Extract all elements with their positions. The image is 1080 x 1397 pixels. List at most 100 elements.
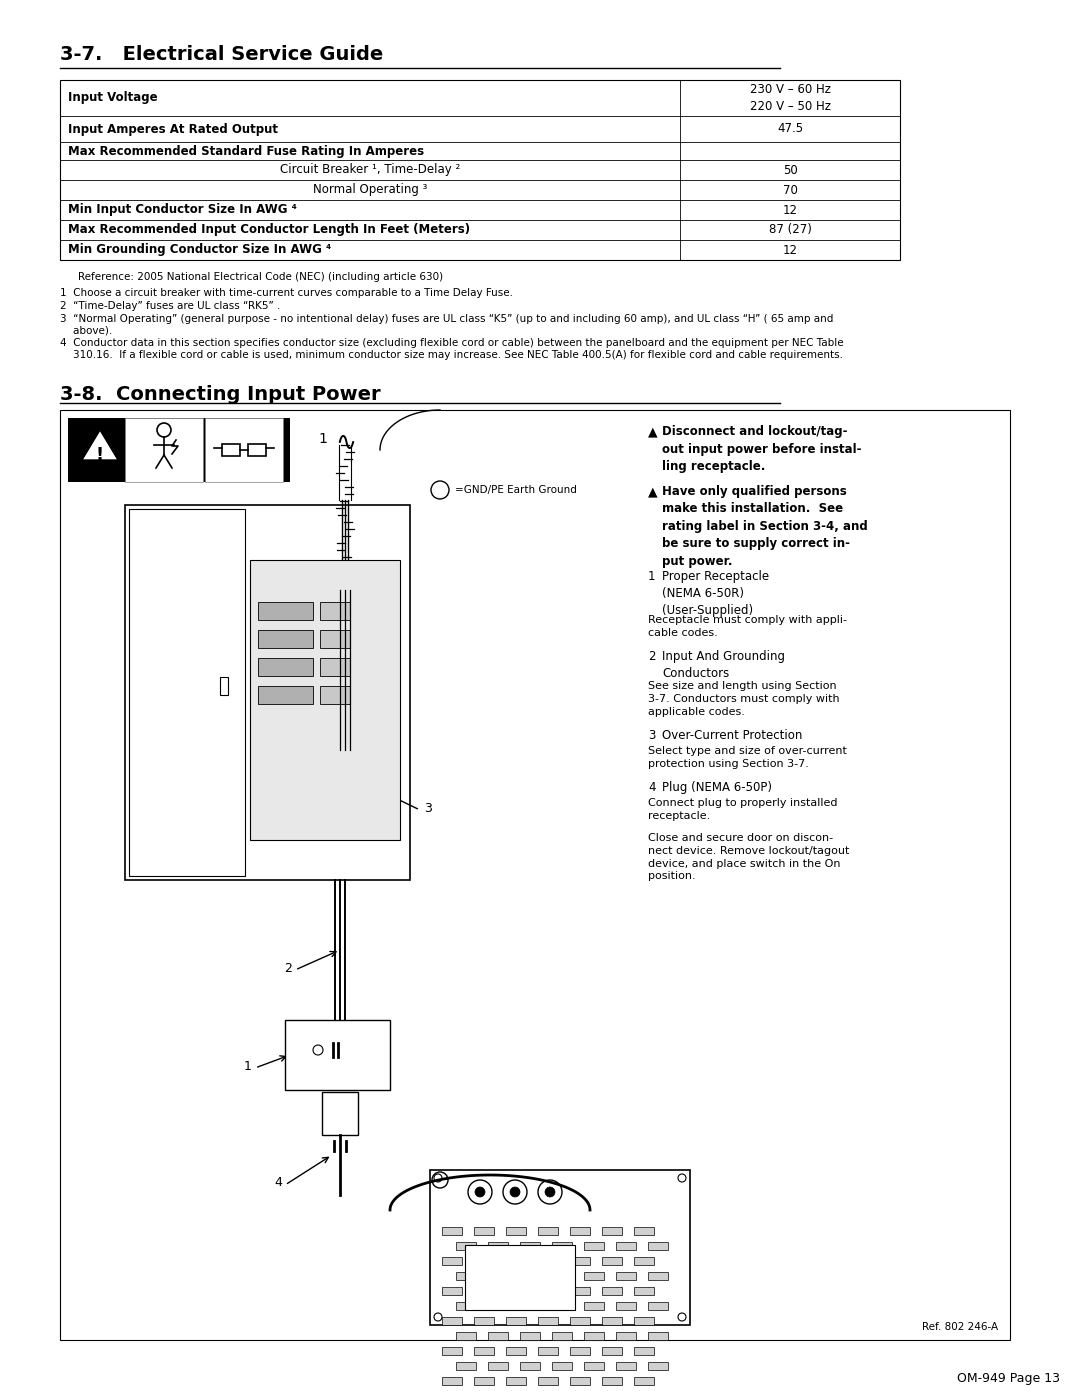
Bar [570, 1347, 590, 1355]
Text: 2: 2 [648, 650, 656, 664]
Text: Max Recommended Standard Fuse Rating In Amperes: Max Recommended Standard Fuse Rating In … [68, 144, 424, 158]
Text: 1: 1 [244, 1059, 252, 1073]
Text: 70: 70 [783, 183, 797, 197]
Bar [258, 602, 313, 620]
Bar [602, 1227, 622, 1235]
Bar [248, 444, 266, 455]
Text: 47.5: 47.5 [777, 123, 804, 136]
Bar [125, 504, 410, 880]
Text: Plug (NEMA 6-50P): Plug (NEMA 6-50P) [662, 781, 772, 793]
Bar [602, 1257, 622, 1266]
Bar [538, 1257, 558, 1266]
Bar [634, 1227, 654, 1235]
Text: 3-7.   Electrical Service Guide: 3-7. Electrical Service Guide [60, 45, 383, 64]
Circle shape [475, 1187, 485, 1197]
Circle shape [510, 1187, 519, 1197]
Bar [552, 1302, 572, 1310]
Bar [507, 1377, 526, 1384]
Bar [519, 1362, 540, 1370]
Text: 50: 50 [783, 163, 797, 176]
Text: 1: 1 [318, 432, 327, 446]
Bar [538, 1287, 558, 1295]
Bar [258, 658, 313, 676]
Bar [474, 1377, 494, 1384]
Bar [538, 1347, 558, 1355]
Bar [474, 1287, 494, 1295]
Bar [570, 1227, 590, 1235]
Bar [616, 1302, 636, 1310]
Text: 4: 4 [274, 1176, 282, 1189]
Bar [602, 1377, 622, 1384]
Text: 3: 3 [424, 802, 432, 814]
Bar [519, 1273, 540, 1280]
Bar [456, 1273, 476, 1280]
Bar [205, 418, 283, 482]
Bar [442, 1317, 462, 1324]
Bar [249, 560, 400, 840]
Text: Select type and size of over-current
protection using Section 3-7.: Select type and size of over-current pro… [648, 746, 847, 768]
Text: 2  “Time-Delay” fuses are UL class “RK5” .: 2 “Time-Delay” fuses are UL class “RK5” … [60, 300, 281, 312]
Bar [507, 1257, 526, 1266]
Text: Input And Grounding
Conductors: Input And Grounding Conductors [662, 650, 785, 680]
Bar [474, 1227, 494, 1235]
Text: 12: 12 [783, 204, 797, 217]
Bar [488, 1302, 508, 1310]
Bar [552, 1362, 572, 1370]
Bar [519, 1242, 540, 1250]
Text: Circuit Breaker ¹, Time-Delay ²: Circuit Breaker ¹, Time-Delay ² [280, 163, 460, 176]
Bar [488, 1242, 508, 1250]
Bar [474, 1317, 494, 1324]
Bar [570, 1317, 590, 1324]
Text: Have only qualified persons
make this installation.  See
rating label in Section: Have only qualified persons make this in… [662, 485, 867, 569]
Bar [584, 1242, 604, 1250]
Bar [456, 1302, 476, 1310]
Bar [320, 658, 350, 676]
Bar [474, 1257, 494, 1266]
Text: Proper Receptacle
(NEMA 6-50R)
(User-Supplied): Proper Receptacle (NEMA 6-50R) (User-Sup… [662, 570, 769, 617]
Bar [60, 80, 900, 260]
Bar [584, 1331, 604, 1340]
Bar [220, 678, 228, 694]
Bar [570, 1377, 590, 1384]
Bar [538, 1227, 558, 1235]
Text: Normal Operating ³: Normal Operating ³ [313, 183, 428, 197]
Bar [570, 1287, 590, 1295]
Bar [456, 1242, 476, 1250]
Bar [616, 1362, 636, 1370]
Bar [258, 686, 313, 704]
Bar [616, 1331, 636, 1340]
Bar [456, 1362, 476, 1370]
Bar [60, 409, 1010, 1340]
Bar [584, 1302, 604, 1310]
Text: Disconnect and lockout/tag-
out input power before instal-
ling receptacle.: Disconnect and lockout/tag- out input po… [662, 425, 862, 474]
Text: Min Input Conductor Size In AWG ⁴: Min Input Conductor Size In AWG ⁴ [68, 204, 297, 217]
Text: Min Grounding Conductor Size In AWG ⁴: Min Grounding Conductor Size In AWG ⁴ [68, 243, 332, 257]
Bar [519, 1302, 540, 1310]
Bar [538, 1377, 558, 1384]
Text: 230 V – 60 Hz
220 V – 50 Hz: 230 V – 60 Hz 220 V – 50 Hz [750, 82, 831, 113]
Bar [519, 1331, 540, 1340]
Bar [442, 1377, 462, 1384]
Bar [456, 1331, 476, 1340]
Text: Input Voltage: Input Voltage [68, 91, 158, 105]
Text: Ref. 802 246-A: Ref. 802 246-A [922, 1322, 998, 1331]
Text: 12: 12 [783, 243, 797, 257]
Bar [68, 418, 291, 482]
Text: ∿: ∿ [335, 430, 356, 454]
Text: Receptacle must comply with appli-
cable codes.: Receptacle must comply with appli- cable… [648, 615, 847, 638]
Circle shape [545, 1187, 555, 1197]
Bar [648, 1362, 669, 1370]
Polygon shape [82, 430, 118, 460]
Text: 1  Choose a circuit breaker with time-current curves comparable to a Time Delay : 1 Choose a circuit breaker with time-cur… [60, 288, 513, 298]
Bar [320, 630, 350, 648]
Bar [488, 1273, 508, 1280]
Bar [602, 1347, 622, 1355]
Bar [507, 1347, 526, 1355]
Bar [125, 418, 203, 482]
Bar [285, 1020, 390, 1090]
Bar [616, 1242, 636, 1250]
Bar [634, 1317, 654, 1324]
Bar [648, 1242, 669, 1250]
Bar [488, 1362, 508, 1370]
Bar [222, 444, 240, 455]
